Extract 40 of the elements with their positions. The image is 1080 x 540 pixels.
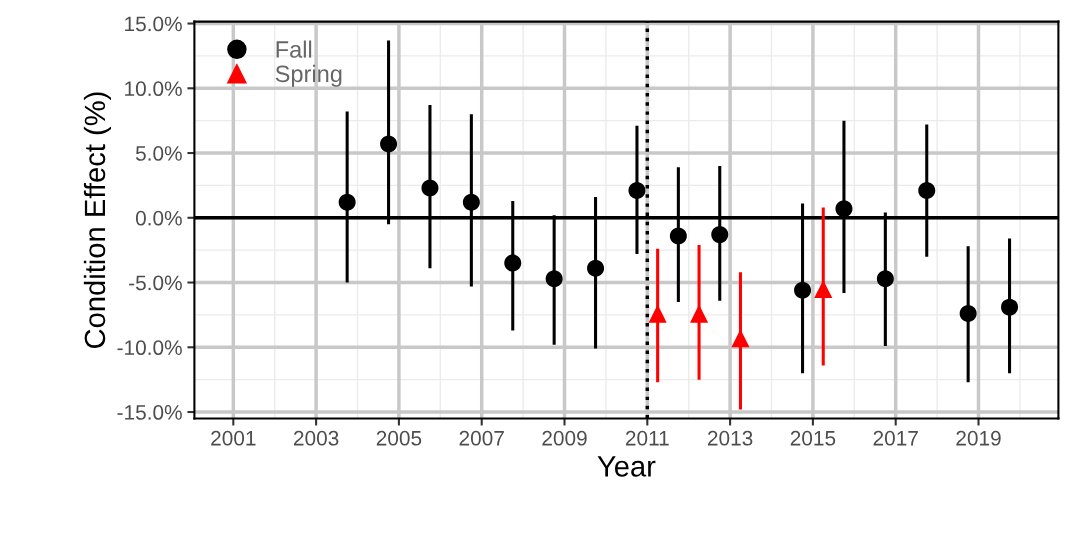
point <box>504 254 522 272</box>
point <box>648 304 667 323</box>
point <box>380 135 398 153</box>
y-tick-label: 10.0% <box>125 81 182 97</box>
point <box>669 227 687 245</box>
y-axis-title: Condition Effect (%) <box>83 92 112 348</box>
x-tick-label: 2003 <box>293 430 339 446</box>
point <box>545 270 563 288</box>
x-tick-label: 2005 <box>376 430 422 446</box>
x-axis-title: Year <box>597 456 656 477</box>
y-tick-label: 0.0% <box>135 210 182 226</box>
x-tick-label: 2015 <box>790 430 836 446</box>
y-tick-label: 5.0% <box>135 146 182 161</box>
y-tick-label: 15.0% <box>125 16 182 32</box>
point <box>711 226 729 244</box>
point <box>814 279 833 299</box>
point <box>421 179 439 197</box>
y-tick-label: -15.0% <box>117 405 182 420</box>
x-tick-label: 2013 <box>707 430 753 446</box>
x-tick-label: 2007 <box>459 430 504 446</box>
point <box>587 259 605 277</box>
x-tick-label: 2009 <box>542 430 587 446</box>
y-tick-label: -10.0% <box>117 340 182 356</box>
point <box>918 182 936 200</box>
x-tick-label: 2019 <box>956 430 1001 446</box>
point <box>959 305 977 323</box>
point <box>835 200 853 218</box>
x-tick-label: 2011 <box>625 430 669 446</box>
point <box>690 304 709 323</box>
point <box>462 193 480 211</box>
point <box>338 193 356 211</box>
point <box>876 270 894 288</box>
y-tick-label: -5.0% <box>129 275 182 291</box>
point <box>794 281 812 299</box>
point <box>1001 298 1019 316</box>
legend-label: Spring <box>275 64 342 87</box>
legend-label: Fall <box>276 40 312 58</box>
x-tick-label: 2017 <box>873 430 918 446</box>
point <box>628 182 646 200</box>
x-tick-label: 2001 <box>211 430 256 446</box>
